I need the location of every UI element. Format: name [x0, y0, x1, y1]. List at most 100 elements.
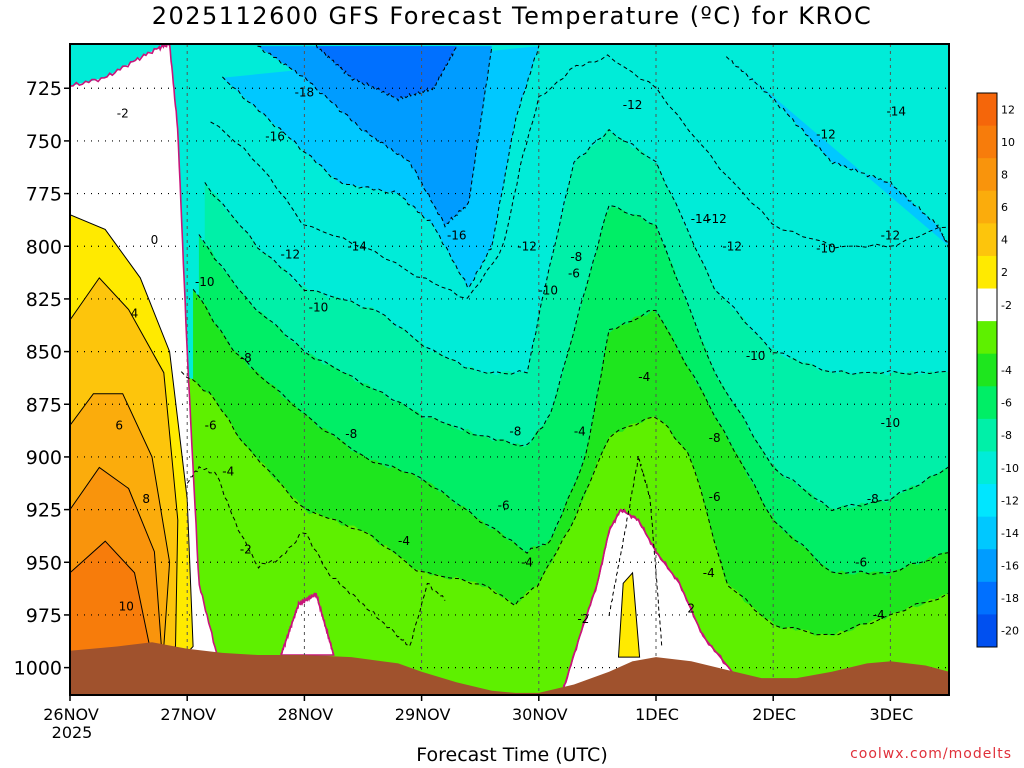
contour-label: -12 [722, 239, 742, 253]
ground-fill [70, 642, 949, 695]
contour-line--16 [257, 45, 493, 228]
contour-label: -8 [570, 250, 582, 264]
contour-label: -4 [638, 370, 650, 384]
contour-label: -4 [873, 608, 885, 622]
contour-label: -6 [498, 498, 510, 512]
contour-line--2 [608, 455, 663, 649]
contour-label: -4 [398, 534, 410, 548]
y-tick-label: 850 [26, 342, 62, 364]
contour-label: -2 [117, 107, 129, 121]
colorbar-swatch [977, 581, 997, 615]
contour-line--12 [210, 54, 949, 299]
colorbar-label: -8 [1001, 429, 1012, 442]
contour-label: -8 [240, 351, 252, 365]
y-tick-label: 975 [26, 605, 62, 627]
contour-label: 6 [115, 418, 123, 432]
contour-lines [70, 44, 949, 694]
x-tick-label: 3DEC [870, 705, 914, 724]
contour-label: -10 [746, 349, 766, 363]
colorbar-label: 8 [1001, 168, 1008, 181]
y-axis: 725 750 775 800 825 850 875 900 925 950 975 1000 [14, 78, 70, 680]
contour-label: -8 [509, 425, 521, 439]
contour-label: -14 [347, 239, 367, 253]
contour-label: -16 [447, 229, 467, 243]
contour-label: -12 [281, 248, 301, 262]
band-warmer-than--4 [181, 372, 949, 695]
contour-label: -12 [707, 212, 727, 226]
y-tick-label: 1000 [14, 658, 62, 680]
colorbar-legend: 12 10 8 6 4 2 -2 -4 -6 -8 -10 -12 -14 -16 -18 -20 [976, 92, 1019, 648]
x-tick-label: 29NOV [395, 705, 451, 724]
contour-line-0 [280, 592, 335, 658]
contour-label: -6 [855, 555, 867, 569]
y-tick-label: 800 [26, 236, 62, 258]
contour-line--10 [204, 128, 949, 375]
colorbar-label: -18 [1001, 592, 1019, 605]
contour-line-0 [561, 508, 733, 694]
colorbar-swatch [977, 321, 997, 355]
x-axis-label: Forecast Time (UTC) [416, 744, 608, 766]
contour-label: -14 [886, 104, 906, 118]
temperature-bands [70, 44, 949, 695]
contour-label: -4 [521, 555, 533, 569]
y-tick-label: 825 [26, 289, 62, 311]
contour-label: -2 [240, 543, 252, 557]
contour-labels: -2046810-18-16-16-14-12-12-12-12-12-12-1… [115, 85, 906, 626]
contour-label: -12 [623, 98, 643, 112]
colorbar-label: -16 [1001, 560, 1019, 573]
colorbar-label: 6 [1001, 201, 1008, 214]
warm-spike [617, 571, 641, 658]
y-tick-label: 725 [26, 78, 62, 100]
colorbar-label: -2 [1001, 299, 1012, 312]
colorbar-swatch [977, 418, 997, 452]
colorbar-label: -14 [1001, 527, 1019, 540]
colorbar-swatch [977, 516, 997, 550]
colorbar-swatch [977, 158, 997, 192]
cold-pocket--14 [726, 56, 949, 247]
x-tick-label: 27NOV [160, 705, 216, 724]
colorbar-label: -4 [1001, 364, 1012, 377]
colorbar-label: -6 [1001, 397, 1012, 410]
contour-line--18 [315, 44, 458, 102]
colorbar-swatch [977, 93, 997, 127]
contour-label: -8 [867, 492, 879, 506]
x-tick-sublabel: 2025 [52, 723, 93, 742]
source-credit: coolwx.com/modelts [850, 746, 1012, 762]
contour-line--14 [222, 45, 540, 289]
contour-label: -14 [691, 212, 711, 226]
contour-line--2 [186, 466, 446, 647]
contour-line--14 [725, 56, 949, 248]
contour-label: -10 [195, 275, 215, 289]
contour-label: 0 [151, 233, 159, 247]
colorbar-label: 10 [1001, 136, 1015, 149]
cold-pocket--16 [257, 46, 492, 226]
colorbar-swatch [977, 255, 997, 290]
contour-label: -10 [816, 241, 836, 255]
x-tick-label: 26NOV [43, 705, 99, 724]
colorbar-swatch [977, 386, 997, 420]
colorbar-swatch [977, 223, 997, 257]
y-tick-label: 900 [26, 447, 62, 469]
contour-label: -6 [568, 267, 580, 281]
y-tick-label: 775 [26, 184, 62, 206]
contour-label: 8 [142, 492, 150, 506]
contour-label: 2 [687, 602, 695, 616]
chart-title: 2025112600 GFS Forecast Temperature (ºC)… [151, 2, 873, 30]
colorbar-swatch [977, 451, 997, 485]
contour-label: -18 [295, 85, 315, 99]
ground-surface [70, 642, 949, 695]
contour-label: -10 [881, 416, 901, 430]
colorbar-swatch [977, 190, 997, 224]
colorbar-frame [976, 92, 998, 648]
contour-line--4 [180, 371, 949, 636]
contour-label: -8 [709, 431, 721, 445]
contour-line--8 [198, 204, 949, 512]
y-tick-label: 950 [26, 552, 62, 574]
contour-label: -10 [309, 300, 329, 314]
contour-label: -10 [538, 283, 558, 297]
colorbar-swatch [977, 288, 997, 322]
colorbar-label: -12 [1001, 494, 1019, 507]
contour-label: -16 [265, 130, 285, 144]
colorbar-label: 2 [1001, 266, 1008, 279]
